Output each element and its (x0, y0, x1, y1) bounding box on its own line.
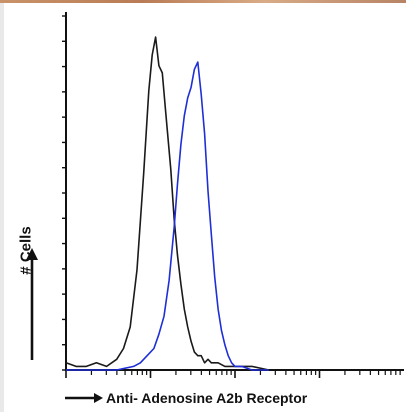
x-axis-arrow-icon (65, 393, 103, 403)
x-axis-label: Anti- Adenosine A2b Receptor (106, 390, 308, 406)
y-axis-label-wrap: # Cells (8, 170, 48, 360)
y-axis-label: # Cells (17, 226, 35, 275)
series-line-1 (65, 36, 269, 371)
x-axis-label-row: Anti- Adenosine A2b Receptor (64, 390, 307, 406)
series-lines (65, 36, 269, 371)
y-arrow-head (26, 248, 38, 260)
series-line-2 (66, 61, 269, 371)
left-frame-border (0, 3, 4, 412)
y-axis (62, 12, 67, 371)
y-axis-arrow (26, 248, 38, 360)
top-image-strip (0, 0, 406, 3)
x-axis (65, 369, 404, 378)
